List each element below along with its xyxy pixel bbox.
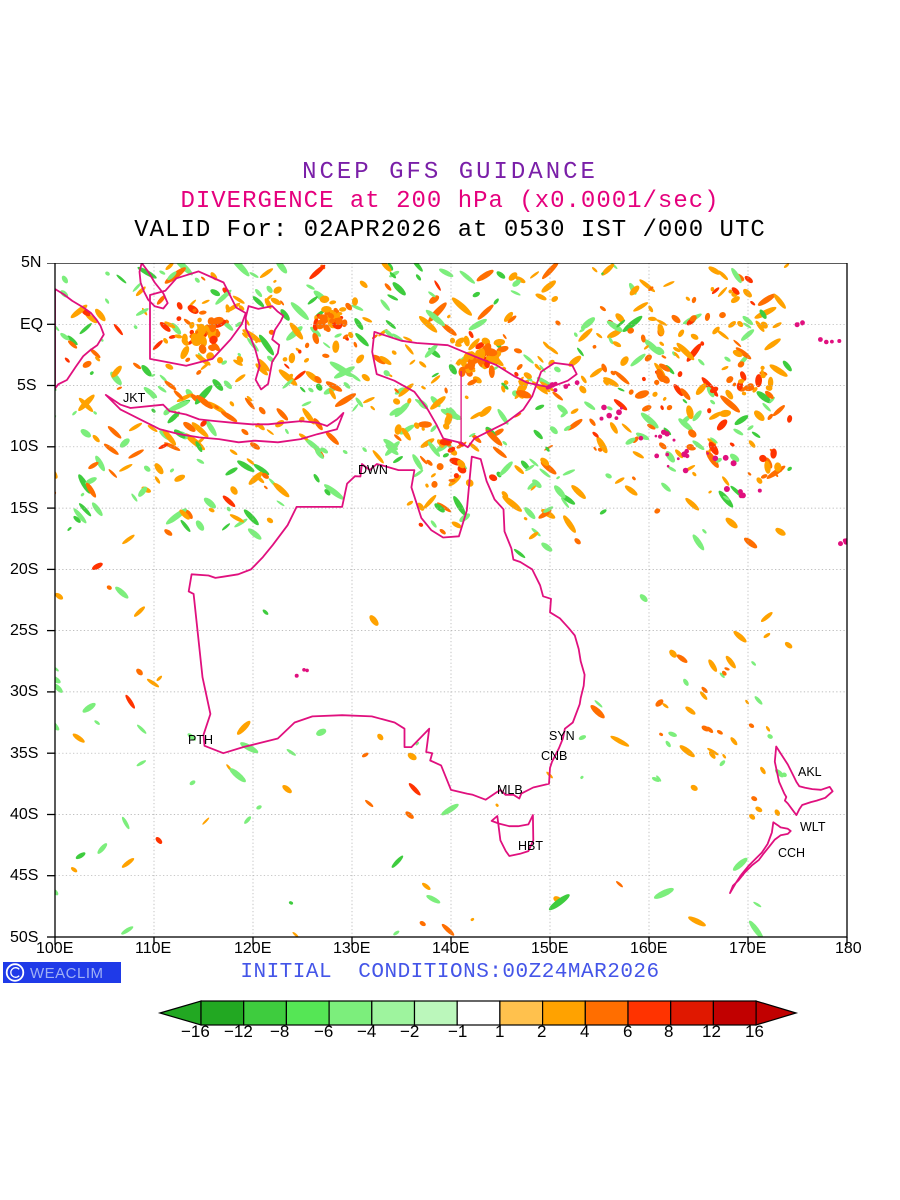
- svg-text:MLB: MLB: [497, 783, 523, 797]
- svg-text:CCH: CCH: [778, 846, 805, 860]
- svg-text:CNB: CNB: [541, 749, 567, 763]
- svg-text:PTH: PTH: [188, 733, 213, 747]
- svg-text:SYN: SYN: [549, 729, 575, 743]
- svg-text:WLT: WLT: [800, 820, 826, 834]
- svg-text:DWN: DWN: [358, 463, 388, 477]
- svg-text:JKT: JKT: [123, 391, 146, 405]
- svg-text:AKL: AKL: [798, 765, 822, 779]
- svg-text:HBT: HBT: [518, 839, 543, 853]
- svg-text:WEACLIM: WEACLIM: [30, 965, 104, 982]
